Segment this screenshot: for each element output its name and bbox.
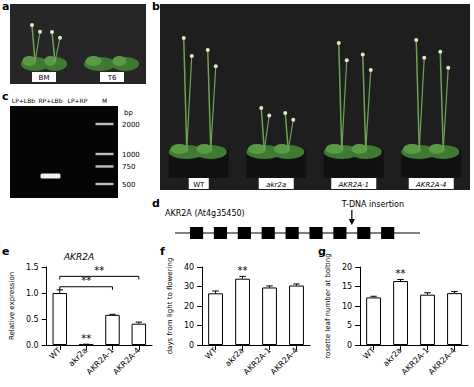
svg-text:**: **	[238, 265, 248, 276]
svg-text:15: 15	[342, 282, 352, 291]
svg-text:WT: WT	[361, 346, 376, 361]
svg-text:500: 500	[122, 181, 135, 189]
html-text:f: f	[160, 245, 165, 258]
svg-text:10: 10	[184, 321, 194, 330]
svg-text:0.0: 0.0	[26, 341, 39, 350]
svg-text:**: **	[81, 275, 91, 286]
svg-text:b: b	[152, 0, 160, 13]
svg-text:20: 20	[184, 302, 194, 311]
svg-text:2000: 2000	[122, 121, 140, 129]
svg-text:WT: WT	[48, 346, 63, 361]
svg-text:T-DNA insertion: T-DNA insertion	[341, 200, 404, 209]
html-text:e: e	[2, 245, 10, 258]
svg-text:AKR2A-1: AKR2A-1	[85, 346, 116, 377]
svg-text:bp: bp	[124, 109, 133, 117]
svg-text:AKR2A: AKR2A	[63, 252, 94, 262]
svg-text:0: 0	[347, 341, 352, 350]
svg-text:M: M	[102, 97, 107, 104]
svg-text:0: 0	[189, 341, 194, 350]
svg-text:WT: WT	[203, 346, 218, 361]
svg-text:Relative expression: Relative expression	[8, 272, 16, 340]
svg-text:AKR2A-1: AKR2A-1	[338, 181, 369, 189]
svg-text:5: 5	[347, 321, 352, 330]
svg-text:LP+RP: LP+RP	[68, 97, 88, 104]
svg-text:1.5: 1.5	[26, 263, 39, 272]
svg-text:**: **	[396, 268, 406, 279]
svg-text:**: **	[81, 333, 91, 344]
svg-text:750: 750	[122, 163, 135, 171]
svg-text:LP+LBb: LP+LBb	[12, 97, 35, 104]
svg-text:akr2a: akr2a	[266, 181, 286, 189]
svg-text:AKR2A (At4g35450): AKR2A (At4g35450)	[165, 209, 245, 218]
svg-text:T6: T6	[107, 74, 117, 82]
svg-text:40: 40	[184, 263, 194, 272]
svg-text:RP+LBb: RP+LBb	[38, 97, 62, 104]
svg-text:d: d	[152, 197, 160, 210]
svg-text:akr2a: akr2a	[381, 346, 404, 369]
svg-text:days from light to flowering: days from light to flowering	[166, 258, 174, 355]
svg-text:BM: BM	[39, 74, 50, 82]
svg-text:20: 20	[342, 263, 352, 272]
html-text:g: g	[318, 245, 326, 258]
svg-text:akr2a: akr2a	[67, 346, 90, 369]
svg-text:AKR2A-4: AKR2A-4	[415, 181, 446, 189]
svg-text:akr2a: akr2a	[223, 346, 246, 369]
svg-text:AKR2A-1: AKR2A-1	[242, 346, 273, 377]
svg-text:1.0: 1.0	[26, 289, 39, 298]
svg-text:30: 30	[184, 282, 194, 291]
svg-text:c: c	[2, 90, 9, 103]
svg-text:**: **	[94, 265, 104, 276]
svg-text:AKR2A-1: AKR2A-1	[400, 346, 431, 377]
svg-text:1000: 1000	[122, 151, 140, 159]
svg-text:rosette leaf number at bolting: rosette leaf number at bolting	[324, 253, 332, 358]
svg-text:AKR2A-4: AKR2A-4	[269, 346, 300, 377]
svg-text:WT: WT	[193, 181, 205, 189]
svg-text:a: a	[2, 0, 9, 13]
svg-text:0.5: 0.5	[26, 315, 39, 324]
svg-text:10: 10	[342, 302, 352, 311]
svg-text:AKR2A-4: AKR2A-4	[111, 346, 142, 377]
svg-text:AKR2A-4: AKR2A-4	[427, 346, 458, 377]
